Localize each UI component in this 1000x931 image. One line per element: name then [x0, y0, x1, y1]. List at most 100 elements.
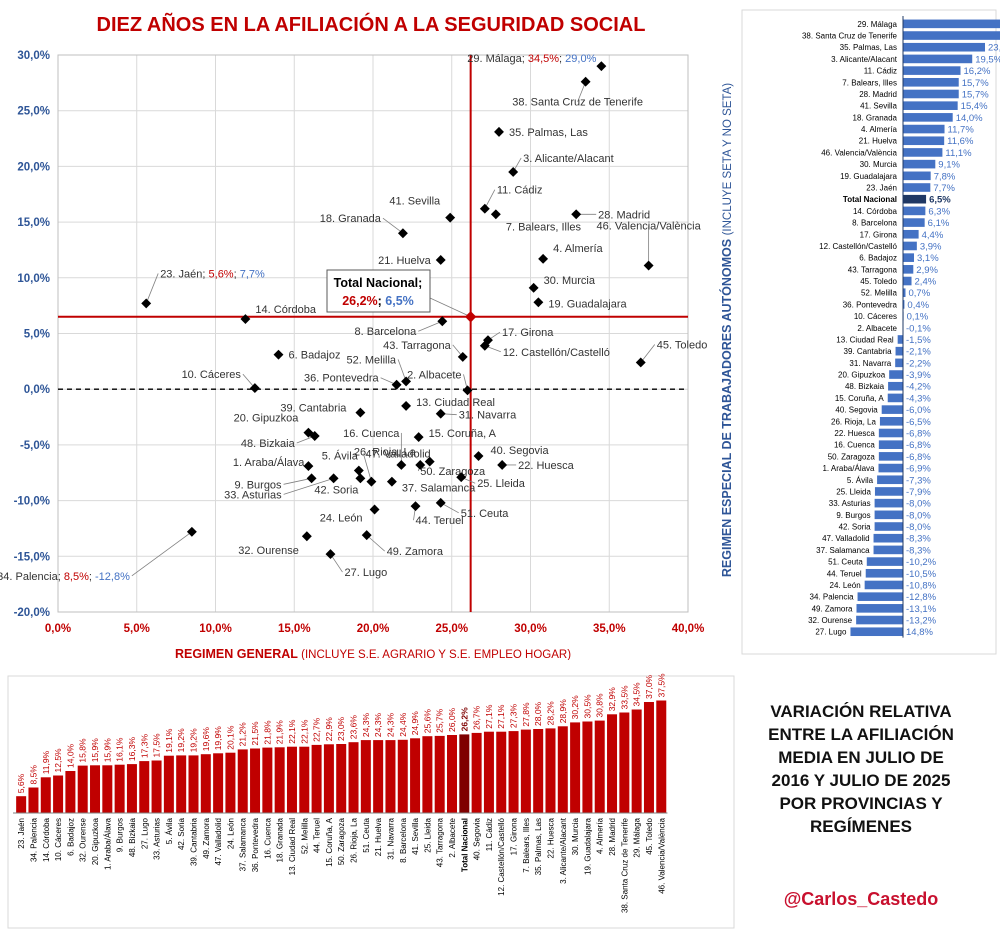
reta-value-label: -1,5%: [906, 335, 931, 346]
point-label: 4. Almería: [553, 243, 603, 255]
point-marker: [353, 465, 364, 476]
rg-category-label: 4. Almería: [596, 817, 605, 854]
reta-category-label: 27. Lugo: [815, 628, 847, 637]
rg-category-label: 49. Zamora: [202, 817, 211, 858]
point-label: 48. Bizkaia: [241, 438, 296, 450]
scatter-point: 29. Málaga; 34,5%; 29,0%: [467, 53, 607, 72]
reta-value-label: 6,3%: [928, 206, 950, 217]
rg-category-label: 37. Salamanca: [239, 817, 248, 871]
scatter-point: 10. Cáceres: [182, 369, 260, 394]
rg-value-label: 12,5%: [53, 748, 63, 773]
rg-bar: [434, 735, 445, 813]
point-marker: [249, 383, 260, 394]
rg-value-label: 19,2%: [188, 728, 198, 753]
scatter-point: 27. Lugo: [325, 549, 387, 579]
reta-category-label: 35. Palmas, Las: [840, 43, 897, 52]
rg-bar: [237, 749, 248, 813]
rg-bar: [323, 744, 334, 813]
total-label-box: [326, 269, 431, 313]
rg-bars: 5,6% 23. Jaén 8,5% 34. Palencia 11,9% 14. Cór…: [7, 673, 735, 929]
scatter-point: 15. Coruña, A: [413, 428, 497, 443]
reta-value-label: 6,1%: [928, 218, 950, 229]
rg-bar: [65, 771, 76, 813]
rg-bar: [102, 765, 113, 813]
scatter-point: 26. Rioja, La: [354, 447, 435, 467]
rg-bar: [483, 731, 494, 813]
scatter-point: 33. Asturias: [224, 473, 339, 501]
rg-category-label: 30. Murcia: [571, 817, 580, 855]
reta-category-label: 39. Cantabria: [844, 347, 893, 356]
y-tick-label: -20,0%: [14, 607, 50, 619]
reta-value-label: 14,8%: [906, 627, 933, 638]
x-tick-label: 0,0%: [45, 623, 71, 635]
point-label: 33. Asturias: [224, 489, 282, 501]
reta-value-label: 23,1%: [988, 43, 1000, 54]
reta-value-label: -3,9%: [906, 370, 931, 381]
point-sep: ;: [202, 268, 208, 280]
scatter-point: 5. Ávila: [322, 450, 364, 476]
rg-category-label: 16. Cuenca: [263, 817, 272, 858]
point-name: 48. Bizkaia: [241, 438, 296, 450]
point-marker: [456, 472, 467, 483]
rg-value-label: 21,2%: [238, 722, 248, 747]
point-label: 31. Navarra: [459, 410, 517, 422]
description-line: MEDIA EN JULIO DE: [778, 748, 944, 767]
point-label: 40. Segovia: [491, 445, 550, 457]
reta-category-label: 3. Alicante/Alacant: [831, 55, 898, 64]
point-leader-line: [382, 217, 404, 234]
scatter-point: 13. Ciudad Real: [401, 397, 495, 411]
reta-bar: [895, 346, 903, 356]
point-name: 18. Granada: [320, 213, 382, 225]
reta-bar: [873, 545, 903, 555]
reta-category-label: 10. Cáceres: [854, 312, 897, 321]
rg-value-label: 27,1%: [496, 704, 506, 729]
scatter-point: 6. Badajoz: [273, 350, 340, 362]
y-tick-label: 20,0%: [17, 161, 50, 173]
point-name: 26. Rioja, La: [354, 447, 417, 459]
reta-value-label: 16,2%: [964, 66, 991, 77]
rg-value-label: 19,9%: [213, 726, 223, 751]
point-name: 3. Alicante/Alacant: [523, 153, 614, 165]
point-label: 16. Cuenca: [343, 428, 400, 440]
description-line: ENTRE LA AFILIACIÓN: [768, 725, 954, 744]
point-marker: [435, 408, 446, 419]
scatter-point: 31. Navarra: [435, 408, 517, 422]
reta-bar: [878, 440, 903, 449]
point-marker: [479, 340, 490, 351]
rg-category-label: 23. Jaén: [17, 818, 26, 849]
rg-category-label: 31. Navarra: [386, 817, 395, 859]
point-label: 21. Huelva: [378, 255, 431, 267]
rg-bar: [126, 764, 137, 813]
plot-frame: [57, 54, 689, 613]
x-tick-label: 20,0%: [357, 623, 390, 635]
reta-value-label: -10,5%: [906, 569, 937, 580]
point-marker: [303, 461, 314, 472]
point-leader-line: [131, 531, 193, 577]
description-line: VARIACIÓN RELATIVA: [770, 702, 952, 721]
point-marker: [397, 228, 408, 239]
point-marker: [401, 400, 412, 411]
rg-value-label: 24,3%: [385, 713, 395, 738]
rg-category-label: 8. Barcelona: [399, 817, 408, 862]
reta-value-label: 11,6%: [947, 136, 974, 147]
rg-category-label: 34. Palencia: [29, 817, 38, 862]
y-tick-label: 10,0%: [17, 273, 50, 285]
point-marker: [410, 501, 421, 512]
reta-bar: [856, 615, 903, 625]
rg-category-label: 25. Lleida: [423, 817, 432, 852]
point-marker: [596, 61, 607, 72]
point-name: 52. Melilla: [347, 354, 397, 366]
rg-category-label: 36. Pontevedra: [251, 817, 260, 872]
rg-category-label: 39. Cantabria: [189, 817, 198, 866]
rg-value-label: 32,9%: [607, 687, 617, 712]
scatter-point: 35. Palmas, Las: [494, 127, 588, 139]
x-tick-label: 15,0%: [278, 623, 311, 635]
point-label: 2. Albacete: [407, 369, 461, 381]
reta-category-label: 25. Lleida: [836, 487, 871, 496]
rg-bar: [545, 728, 556, 813]
reta-bar: [887, 393, 903, 403]
reta-value-label: 11,1%: [945, 148, 972, 159]
reta-bar: [877, 475, 903, 485]
point-label: 50. Zaragoza: [420, 466, 486, 478]
scatter-point: 40. Segovia: [473, 445, 550, 461]
